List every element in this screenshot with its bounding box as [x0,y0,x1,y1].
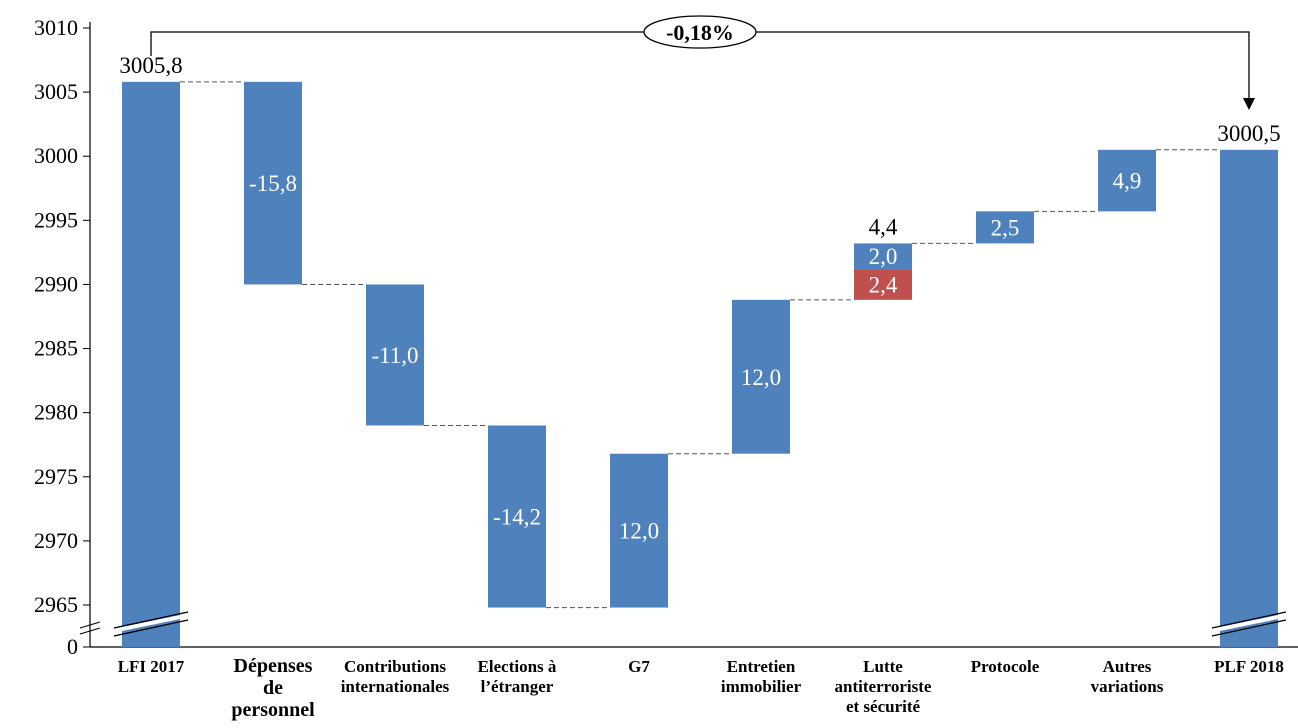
bar [1220,149,1278,648]
bar-break-mark [113,619,189,637]
bar [488,425,546,608]
bar-value-label: 3000,5 [1217,121,1280,146]
bar-break-mark [1211,611,1287,629]
y-axis-break-mark [79,627,101,635]
bar-break-mark [1211,619,1287,637]
x-category-label: immobilier [721,677,802,696]
x-category-label: G7 [628,657,650,676]
bar [610,453,668,608]
y-tick-label: 2975 [34,464,78,489]
bar-value-label: 12,0 [741,365,781,390]
bar [732,299,790,454]
bar-segment-label: 2,4 [869,272,898,297]
bar-value-label: 12,0 [619,519,659,544]
x-category-label: personnel [231,699,315,721]
x-category-label: Protocole [971,657,1040,676]
x-category-label: PLF 2018 [1214,657,1284,676]
change-arrow-head [1243,98,1255,110]
y-tick-label: 2985 [34,336,78,361]
x-category-label: Dépenses [234,655,313,677]
x-category-label: l’étranger [481,677,554,696]
x-category-label: internationales [341,677,450,696]
x-category-label: antiterroriste [835,677,932,696]
bar-total-label: 4,4 [869,214,898,239]
x-category-label: Autres [1103,657,1152,676]
bar-break-mark [113,611,189,629]
y-tick-label: 2980 [34,400,78,425]
bar-segment [854,243,912,270]
bar-segment-label: 2,0 [869,244,898,269]
x-category-label: et sécurité [846,697,921,716]
y-tick-label: 3000 [34,143,78,168]
y-tick-label: 2990 [34,271,78,296]
x-category-label: de [263,677,283,699]
bar [1098,149,1156,212]
bar-segment [854,269,912,300]
bar-value-label: 2,5 [991,215,1020,240]
x-category-label: Entretien [727,657,796,676]
bar [122,81,180,647]
bar-value-label: 4,9 [1113,169,1142,194]
x-category-label: LFI 2017 [118,657,185,676]
bar-break-gap [122,615,180,631]
bar-break-gap [1220,615,1278,631]
y-tick-label: 3010 [34,15,78,40]
bar [976,211,1034,244]
y-tick-label: 3005 [34,79,78,104]
bar [366,284,424,426]
bar-value-label: -14,2 [493,505,541,530]
bar-value-label: -15,8 [249,171,297,196]
change-percent-label: -0,18% [666,20,734,45]
bar [244,81,302,285]
y-tick-label: 2970 [34,528,78,553]
bar-value-label: -11,0 [371,343,418,368]
x-category-label: Lutte [863,657,903,676]
y-axis-break-mark [79,621,101,629]
change-ellipse [643,15,757,49]
y-tick-label: 0 [67,634,78,659]
x-category-label: Elections à [478,657,557,676]
y-tick-label: 2965 [34,592,78,617]
x-category-label: Contributions [344,657,446,676]
bar-value-label: 3005,8 [119,53,182,78]
y-tick-label: 2995 [34,207,78,232]
x-category-label: variations [1091,677,1164,696]
